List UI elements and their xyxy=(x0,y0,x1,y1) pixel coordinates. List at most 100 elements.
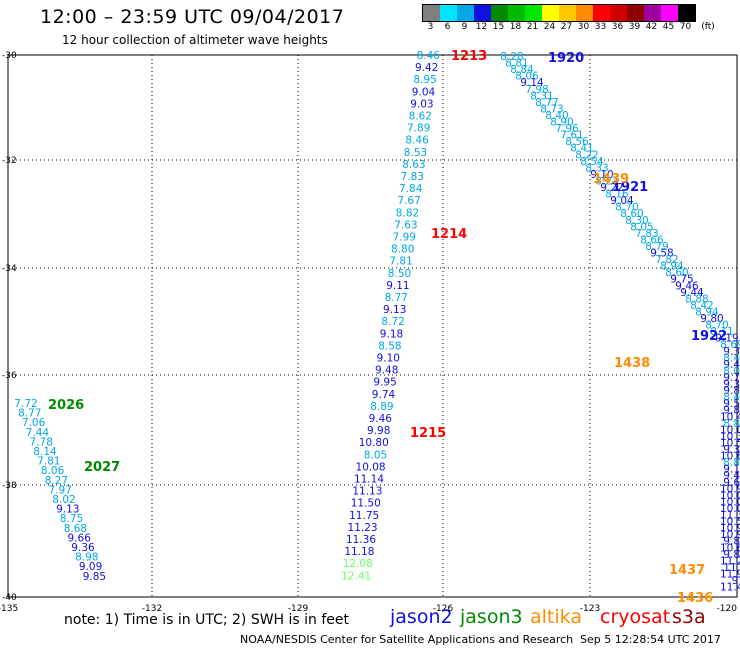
wave-height-value: 8.95 xyxy=(413,74,436,86)
wave-height-value: 7.63 xyxy=(394,219,417,231)
wave-height-value: 7.44 xyxy=(26,427,50,439)
legend-swatch xyxy=(525,5,542,21)
latitude-label: -36 xyxy=(2,371,17,381)
wave-height-value: 7.81 xyxy=(37,456,60,468)
wave-height-value: 7.67 xyxy=(397,195,420,207)
wave-height-value: 8.16 xyxy=(605,189,629,201)
wave-height-value: 8.53 xyxy=(404,147,427,159)
wave-height-value: 8.33 xyxy=(585,162,608,174)
wave-height-value: 9.95 xyxy=(373,377,396,389)
latitude-label: -32 xyxy=(2,156,17,166)
wave-height-value: 8.70 xyxy=(615,202,638,214)
legend-bin-label: 9 xyxy=(461,22,468,32)
longitude-label: -126 xyxy=(433,604,454,614)
legend-bin-label: 12 xyxy=(475,22,488,32)
wave-height-value: 8.41 xyxy=(570,143,593,155)
wave-height-value: 7.78 xyxy=(30,436,53,448)
wave-height-value: 9.75 xyxy=(670,274,693,286)
wave-height-value: 9.10 xyxy=(590,169,613,181)
satellite-legend-jason2: jason2 xyxy=(390,606,453,628)
wave-height-value: 9.89 xyxy=(723,385,740,397)
wave-height-value: 9.42 xyxy=(415,62,438,74)
legend-swatch xyxy=(508,5,525,21)
latitude-label: -30 xyxy=(2,51,17,61)
pass-time-label: 1438 xyxy=(614,356,650,371)
legend-swatch xyxy=(542,5,559,21)
legend-bin-label: 30 xyxy=(577,22,590,32)
wave-height-value: 10.58 xyxy=(720,437,740,449)
wave-height-value: 7.98 xyxy=(525,84,548,96)
wave-height-value: 11.46 xyxy=(720,582,740,594)
wave-height-value: 11.26 xyxy=(720,555,740,567)
wave-height-value: 8.73 xyxy=(540,103,563,115)
wave-height-value: 8.31 xyxy=(530,90,553,102)
satellite-legend-cryosat: cryosat xyxy=(600,606,671,628)
wave-height-value: 10.08 xyxy=(356,461,386,473)
wave-height-value: 8.66 xyxy=(640,234,664,246)
legend-swatch xyxy=(474,5,491,21)
wave-height-value: 7.89 xyxy=(407,123,430,135)
wave-height-value: 9.04 xyxy=(412,86,436,98)
wave-height-value: 11.23 xyxy=(348,522,378,534)
legend-swatch xyxy=(627,5,644,21)
legend-bin-label: 18 xyxy=(509,22,522,32)
wave-height-value: 8.02 xyxy=(723,365,740,377)
wave-height-value: 8.28 xyxy=(500,51,523,63)
wave-height-value: 7.82 xyxy=(655,254,678,266)
legend-bin-label: 3 xyxy=(427,22,434,32)
longitude-label: -135 xyxy=(0,604,18,614)
wave-height-value: 9.37 xyxy=(723,379,740,391)
wave-height-value: 9.18 xyxy=(380,328,403,340)
wave-height-value: 8.77 xyxy=(385,292,408,304)
wave-height-value: 8.56 xyxy=(565,136,589,148)
wave-height-value: 8.06 xyxy=(515,71,539,83)
wave-height-value: 10.08 xyxy=(720,490,740,502)
wave-height-value: 11.50 xyxy=(351,498,381,510)
wave-height-value: 10.60 xyxy=(720,451,740,463)
wave-height-value: 8.46 xyxy=(417,50,441,62)
wave-height-value: 8.72 xyxy=(381,316,404,328)
wave-height-value: 8.84 xyxy=(510,64,534,76)
wave-height-value: 7.99 xyxy=(393,232,416,244)
pass-time-label: 1215 xyxy=(410,426,446,441)
wave-height-value: 8.54 xyxy=(580,156,604,168)
legend-bin-label: 39 xyxy=(628,22,641,32)
wave-height-value: 9.80 xyxy=(700,313,723,325)
wave-height-value: 11.18 xyxy=(344,546,374,558)
satellite-legend-s3a: s3a xyxy=(672,606,706,628)
wave-height-value: 8.82 xyxy=(396,207,419,219)
wave-height-value: 8.62 xyxy=(409,111,432,123)
wave-height-value: 9.64 xyxy=(723,477,740,489)
wave-height-value: 9.34 xyxy=(723,444,740,456)
wave-height-value: 9.98 xyxy=(367,425,390,437)
wave-height-value: 7.81 xyxy=(389,256,412,268)
longitude-label: -129 xyxy=(288,604,309,614)
legend-swatch xyxy=(423,5,440,21)
wave-height-value: 10.90 xyxy=(720,483,740,495)
wave-height-value: 9.46 xyxy=(675,280,699,292)
wave-height-value: 9.71 xyxy=(723,372,740,384)
legend-bin-label: 15 xyxy=(492,22,505,32)
wave-height-value: 9.47 xyxy=(723,359,740,371)
legend-bin-label: 21 xyxy=(526,22,539,32)
wave-height-value: 7.97 xyxy=(49,484,72,496)
wave-height-value: 9.10 xyxy=(377,353,400,365)
wave-height-value: 7.61 xyxy=(560,130,583,142)
wave-height-value: 8.79 xyxy=(645,241,668,253)
wave-height-value: 8.42 xyxy=(723,352,740,364)
wave-height-value: 9.19 xyxy=(715,333,738,345)
legend-bin-label: 27 xyxy=(560,22,573,32)
wave-height-value: 8.94 xyxy=(660,261,684,273)
longitude-label: -132 xyxy=(142,604,162,614)
pass-time-label: 1920 xyxy=(548,51,584,66)
wave-height-value: 7.72 xyxy=(14,398,37,410)
wave-height-value: 11.8 xyxy=(723,562,740,574)
color-scale-legend xyxy=(422,4,696,22)
wave-height-value: 10.03 xyxy=(720,496,740,508)
wave-height-value: 9.13 xyxy=(56,504,79,516)
wave-height-value: 9.66 xyxy=(68,532,92,544)
wave-height-value: 10.42 xyxy=(720,411,740,423)
legend-swatch xyxy=(457,5,474,21)
latitude-label: -38 xyxy=(2,481,17,491)
wave-height-value: 8.60 xyxy=(620,208,643,220)
